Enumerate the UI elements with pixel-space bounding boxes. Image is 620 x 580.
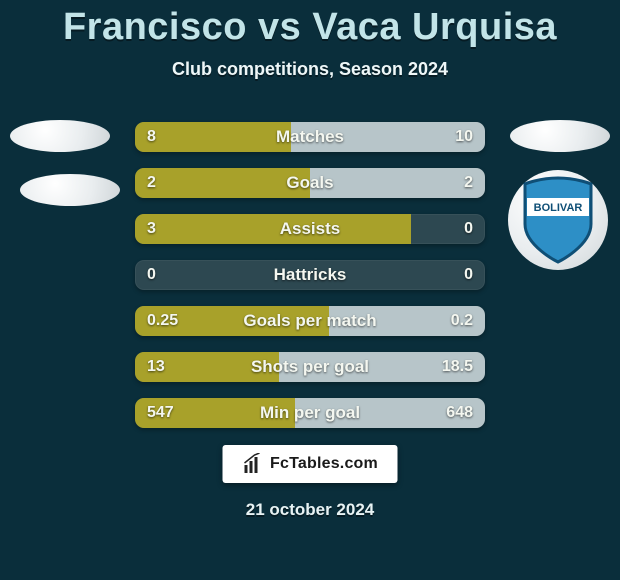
stat-row: 30Assists bbox=[135, 214, 485, 244]
crest-text: BOLIVAR bbox=[534, 202, 583, 214]
player-left-badge-1 bbox=[10, 120, 110, 152]
team-crest-right: BOLIVAR bbox=[508, 170, 608, 270]
stat-row: 00Hattricks bbox=[135, 260, 485, 290]
stat-metric-label: Matches bbox=[135, 122, 485, 152]
stat-metric-label: Goals per match bbox=[135, 306, 485, 336]
stat-row: 22Goals bbox=[135, 168, 485, 198]
stat-row: 1318.5Shots per goal bbox=[135, 352, 485, 382]
subtitle: Club competitions, Season 2024 bbox=[0, 59, 620, 80]
stat-metric-label: Assists bbox=[135, 214, 485, 244]
bars-growth-icon bbox=[242, 453, 264, 475]
stat-row: 0.250.2Goals per match bbox=[135, 306, 485, 336]
stat-metric-label: Goals bbox=[135, 168, 485, 198]
player-left-badge-2 bbox=[20, 174, 120, 206]
stat-row: 810Matches bbox=[135, 122, 485, 152]
bolivar-crest-icon: BOLIVAR bbox=[519, 176, 597, 264]
branding-text: FcTables.com bbox=[270, 455, 378, 473]
comparison-card: Francisco vs Vaca Urquisa Club competiti… bbox=[0, 0, 620, 580]
player-right-badge-1 bbox=[510, 120, 610, 152]
stat-metric-label: Min per goal bbox=[135, 398, 485, 428]
branding-badge: FcTables.com bbox=[223, 445, 398, 483]
page-title: Francisco vs Vaca Urquisa bbox=[0, 0, 620, 49]
stat-row: 547648Min per goal bbox=[135, 398, 485, 428]
stat-metric-label: Hattricks bbox=[135, 260, 485, 290]
comparison-chart: 810Matches 22Goals 30Assists 00Hattricks 0.2… bbox=[135, 122, 485, 444]
footer-date: 21 october 2024 bbox=[0, 500, 620, 520]
stat-metric-label: Shots per goal bbox=[135, 352, 485, 382]
